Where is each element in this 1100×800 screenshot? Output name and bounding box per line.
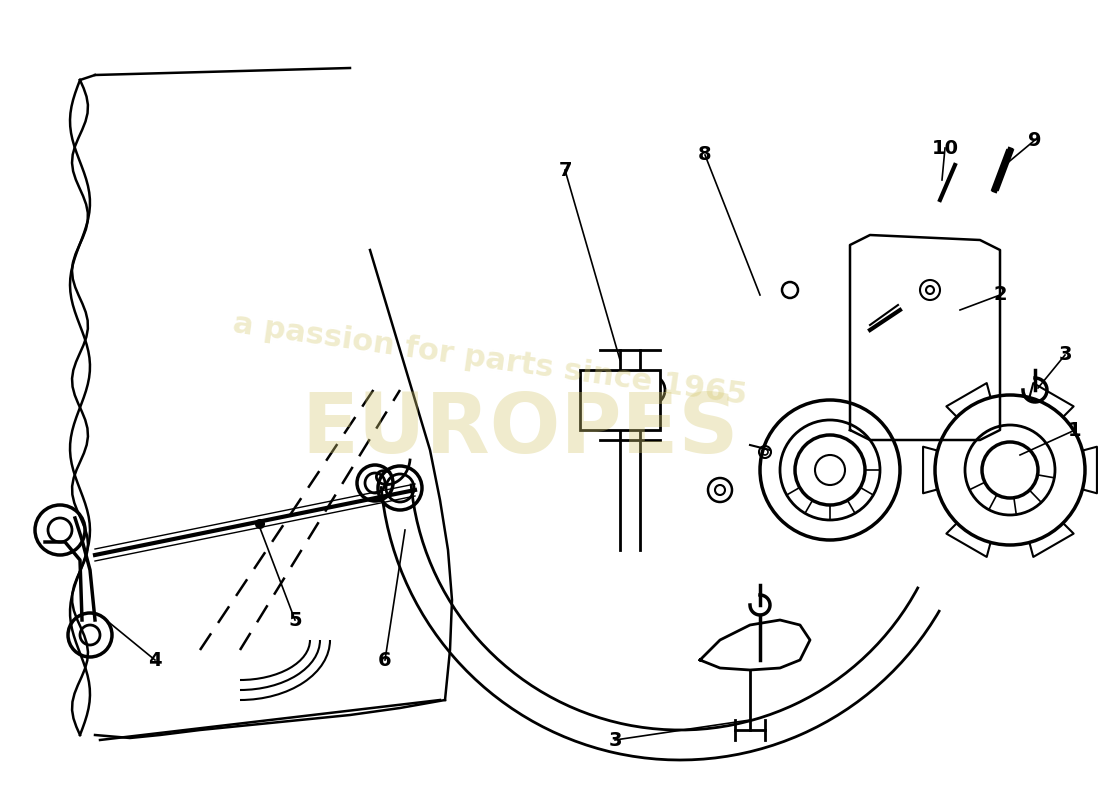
Text: 3: 3 [1058,346,1071,365]
Text: 6: 6 [378,650,392,670]
Text: 1: 1 [1068,421,1081,439]
Text: EUROPES: EUROPES [301,390,739,470]
Text: a passion for parts since 1965: a passion for parts since 1965 [231,310,749,410]
Text: 8: 8 [698,146,712,165]
Text: 5: 5 [288,610,301,630]
Text: 2: 2 [993,286,1007,305]
Text: 9: 9 [1028,130,1042,150]
Text: 7: 7 [558,161,572,179]
Circle shape [256,520,264,528]
Text: 3: 3 [608,730,622,750]
Text: 4: 4 [148,650,162,670]
Bar [580,370,660,430]
Text: 10: 10 [932,138,958,158]
